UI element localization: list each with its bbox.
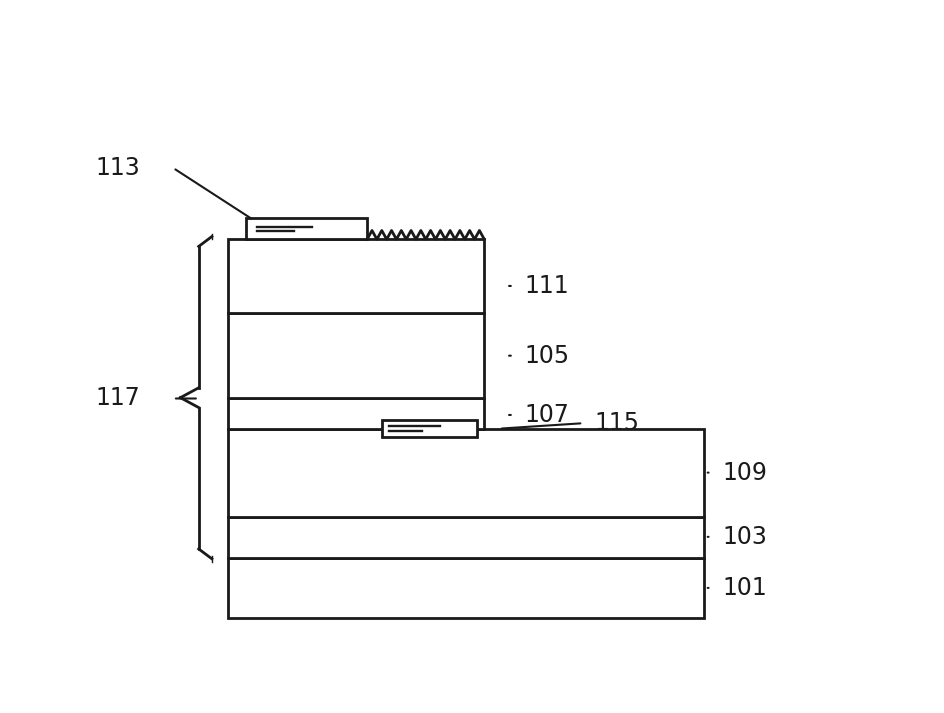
Bar [228,399,484,429]
Bar [381,421,477,437]
Text: 109: 109 [721,461,767,485]
Text: 113: 113 [95,156,140,180]
Text: 111: 111 [524,274,568,298]
Text: 115: 115 [594,411,638,435]
Text: 101: 101 [721,576,767,600]
Bar [246,218,366,240]
Text: 117: 117 [95,386,140,411]
Text: 103: 103 [721,525,767,549]
Bar [228,558,703,618]
Bar [228,240,484,314]
Bar [228,429,703,516]
Bar [228,516,703,558]
Text: 107: 107 [524,403,569,427]
Text: 105: 105 [524,344,569,368]
Bar [228,314,484,399]
